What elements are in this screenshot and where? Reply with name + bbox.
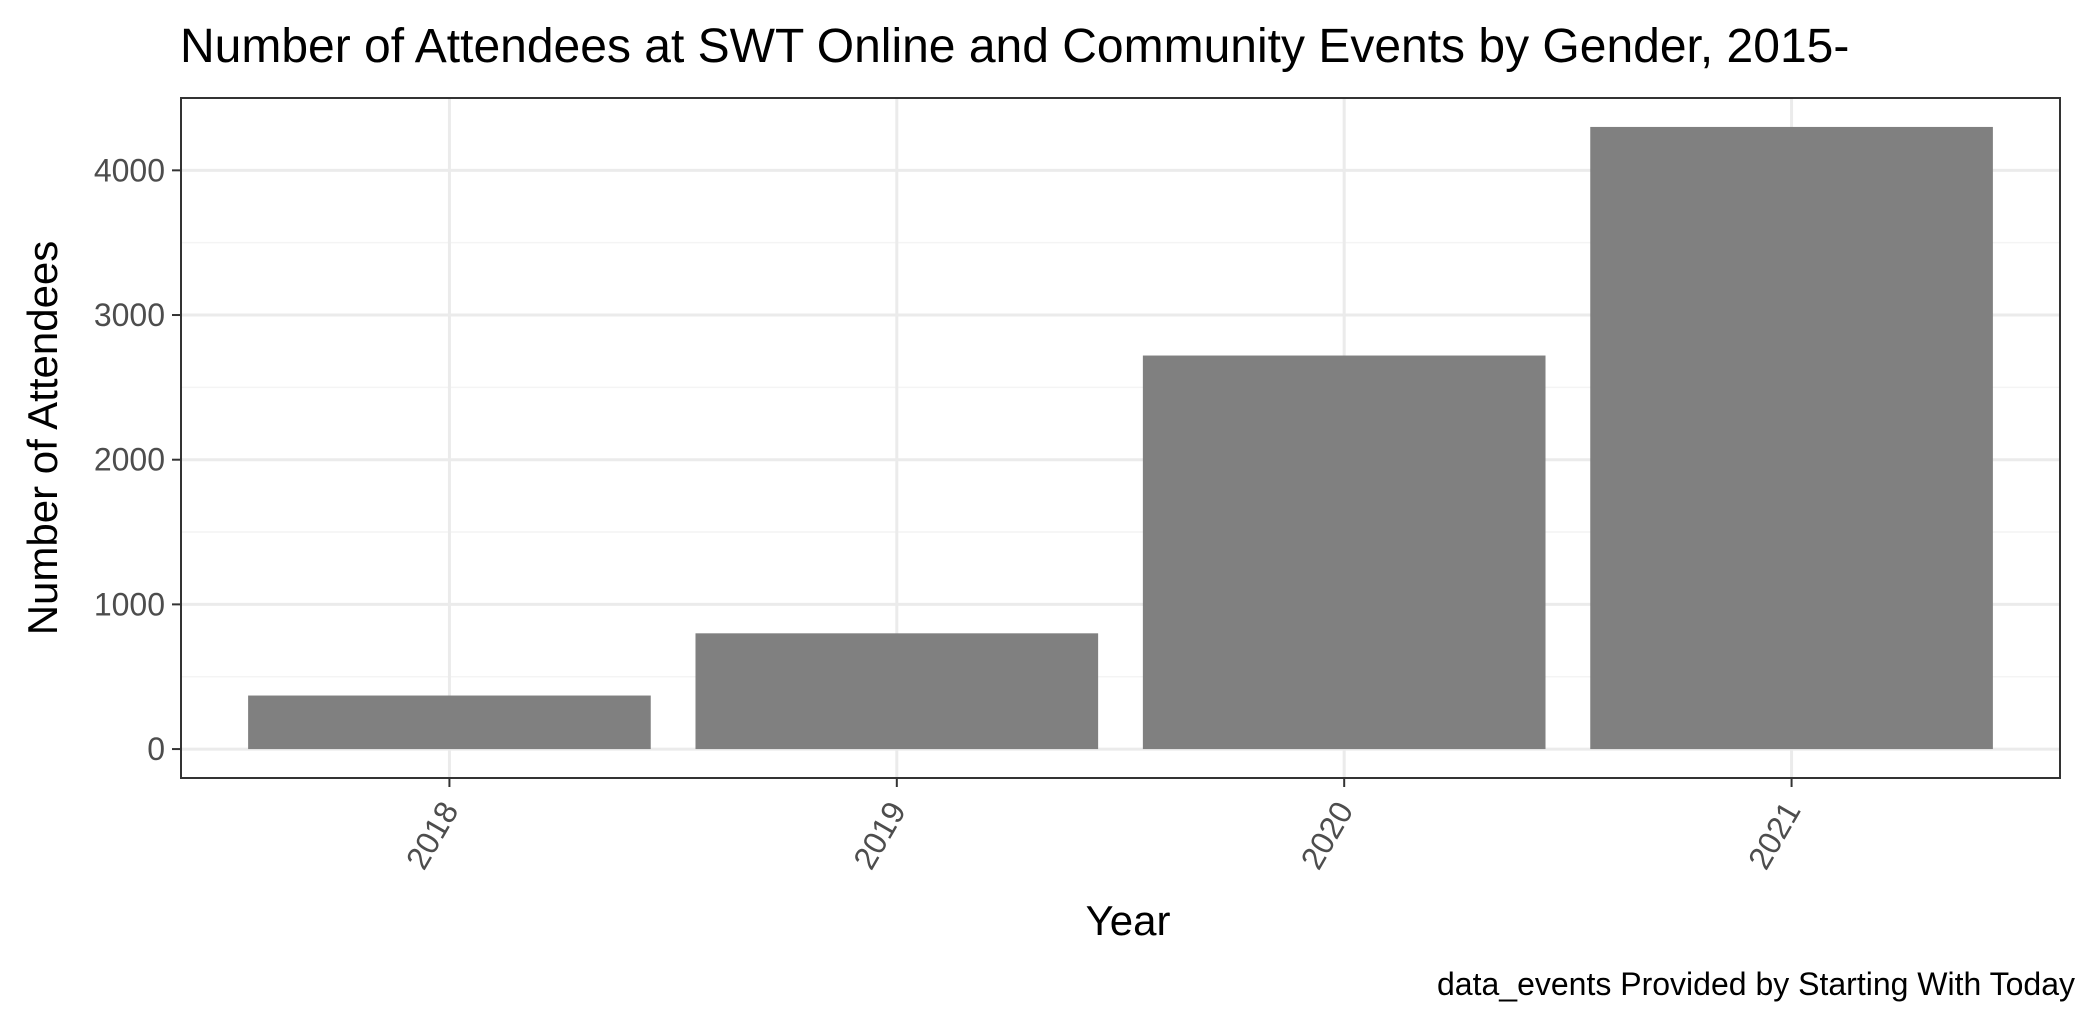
chart-caption: data_events Provided by Starting With To…	[1437, 966, 2075, 1002]
panel-border	[180, 97, 2061, 779]
x-tick-label: 2020	[1293, 796, 1360, 876]
x-tick-label: 2018	[399, 796, 466, 876]
bar-2019	[695, 633, 1099, 750]
x-tick-label: 2019	[846, 796, 913, 876]
bar-2018	[248, 695, 651, 750]
y-axis-title: Number of Attendees	[19, 241, 66, 636]
y-tick-label: 1000	[94, 586, 165, 622]
bar-2020	[1142, 355, 1546, 750]
bars	[248, 126, 1993, 750]
x-tick-label: 2021	[1741, 796, 1808, 876]
y-tick-label: 2000	[94, 442, 165, 478]
x-axis: 2018 2019 2020 2021	[399, 778, 1808, 875]
y-tick-label: 3000	[94, 297, 165, 333]
y-tick-label: 0	[147, 731, 165, 767]
y-tick-label: 4000	[94, 152, 165, 188]
chart-title: Number of Attendees at SWT Online and Co…	[180, 20, 1849, 73]
y-axis: 0 1000 2000 3000 4000	[94, 152, 181, 767]
bar-2021	[1590, 126, 1993, 750]
x-axis-title: Year	[1086, 897, 1171, 944]
